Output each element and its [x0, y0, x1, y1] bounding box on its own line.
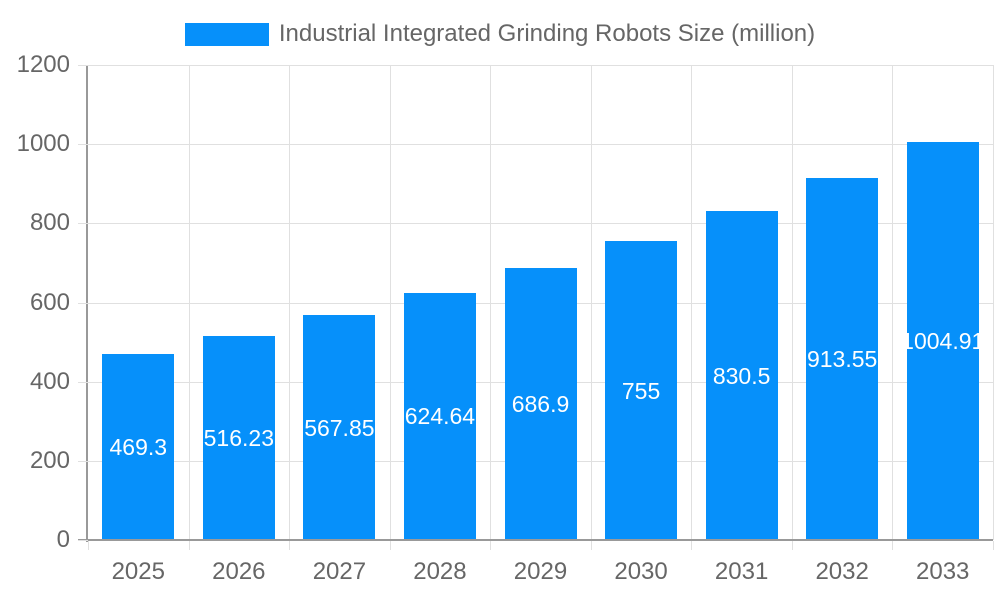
gridline-vertical — [892, 65, 894, 540]
x-axis-tick — [892, 541, 894, 550]
gridline-vertical — [490, 65, 492, 540]
gridline-vertical — [993, 65, 994, 540]
gridline-horizontal — [88, 144, 993, 146]
bar[interactable]: 913.55 — [806, 178, 879, 540]
bar[interactable]: 755 — [605, 241, 678, 540]
bar[interactable]: 624.64 — [403, 292, 476, 540]
gridline-horizontal — [88, 223, 993, 225]
bar-value-label: 624.64 — [404, 403, 476, 430]
y-axis-tick-label: 1200 — [16, 51, 70, 78]
plot-area: 469.3 516.23 567.85 624.64 686.9 755 830.5 913.… — [88, 65, 994, 540]
y-axis-tick-label: 800 — [29, 209, 70, 237]
bar-value-label: 913.55 — [806, 346, 878, 373]
x-axis-tick-label: 2030 — [614, 558, 668, 585]
bar-value-label: 686.9 — [511, 391, 570, 418]
gridline-vertical — [791, 65, 793, 540]
bar[interactable]: 516.23 — [202, 335, 275, 540]
gridline-vertical — [289, 65, 291, 540]
x-axis-tick-label: 2027 — [312, 558, 367, 585]
gridline-horizontal — [88, 65, 993, 66]
y-axis-tick — [78, 223, 88, 225]
y-axis-tick-label: 400 — [29, 367, 70, 395]
y-axis-tick — [78, 302, 88, 304]
gridline-vertical — [188, 65, 190, 540]
y-axis-tick-label: 1000 — [16, 130, 70, 158]
legend: Industrial Integrated Grinding Robots Si… — [0, 20, 1000, 48]
y-axis-tick — [78, 540, 88, 541]
x-axis-tick — [88, 541, 89, 550]
bar-value-label: 755 — [621, 377, 661, 404]
y-axis-tick-label: 200 — [29, 446, 70, 474]
bar-value-label: 567.85 — [304, 414, 375, 441]
y-axis-line — [86, 65, 88, 542]
y-axis-tick-label: 0 — [56, 526, 70, 553]
x-axis-tick — [993, 541, 994, 550]
bar-value-label: 516.23 — [203, 424, 274, 451]
bar[interactable]: 1004.91 — [901, 142, 984, 540]
x-axis-tick-label: 2026 — [212, 558, 266, 585]
bar[interactable]: 567.85 — [303, 315, 376, 540]
x-axis-tick-label: 2031 — [714, 558, 769, 585]
legend-swatch-icon[interactable] — [184, 22, 269, 46]
gridline-vertical — [691, 65, 693, 540]
y-axis-tick-label: 600 — [29, 288, 70, 316]
y-axis-tick — [78, 144, 88, 146]
bar[interactable]: 830.5 — [705, 211, 778, 540]
x-axis-tick — [590, 541, 592, 550]
x-axis-tick — [289, 541, 291, 550]
y-axis-tick — [78, 460, 88, 462]
x-axis-tick — [188, 541, 190, 550]
x-axis-tick-label: 2029 — [513, 558, 568, 585]
x-axis-tick — [691, 541, 693, 550]
y-axis-tick — [78, 65, 88, 66]
x-axis-tick — [791, 541, 793, 550]
y-axis-tick — [78, 381, 88, 383]
x-axis-tick — [389, 541, 391, 550]
bar[interactable]: 469.3 — [102, 354, 175, 540]
bar[interactable]: 686.9 — [504, 268, 577, 540]
x-axis-line — [78, 539, 993, 541]
x-axis-tick-label: 2032 — [815, 558, 869, 585]
bar-value-label: 469.3 — [109, 434, 168, 461]
bar-value-label: 1004.91 — [901, 328, 985, 355]
gridline-vertical — [389, 65, 391, 540]
x-axis-tick-label: 2028 — [413, 558, 467, 585]
x-axis-tick-label: 2025 — [111, 558, 165, 585]
x-axis-tick-label: 2033 — [916, 558, 970, 585]
x-axis-tick — [490, 541, 492, 550]
legend-label[interactable]: Industrial Integrated Grinding Robots Si… — [278, 20, 816, 47]
bar-value-label: 830.5 — [712, 362, 771, 389]
gridline-vertical — [590, 65, 592, 540]
